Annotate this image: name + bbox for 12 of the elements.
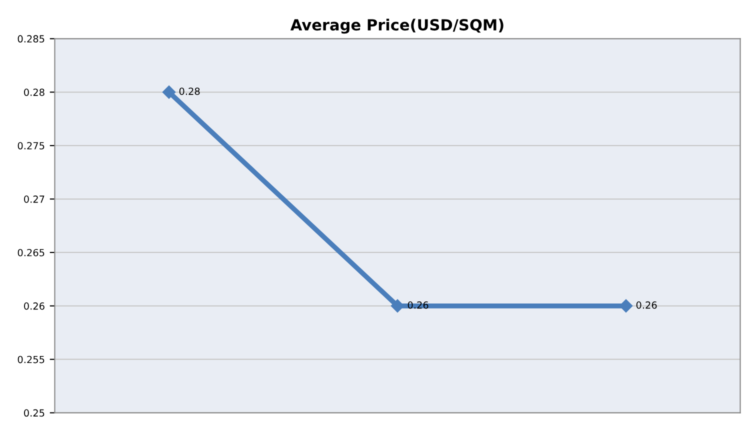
y-tick-label: 0.275 bbox=[18, 142, 44, 150]
y-tick-label: 0.26 bbox=[24, 302, 44, 310]
y-tick-label: 0.27 bbox=[24, 196, 44, 203]
y-tick-label: 0.255 bbox=[18, 356, 44, 364]
y-tick-label: 0.25 bbox=[24, 409, 44, 417]
y-tick-label: 0.285 bbox=[18, 35, 44, 43]
data-label: 0.26 bbox=[408, 301, 428, 309]
y-tick-label: 0.28 bbox=[24, 88, 44, 96]
data-label: 0.26 bbox=[636, 301, 657, 309]
data-label: 0.28 bbox=[179, 88, 200, 95]
y-tick-label: 0.265 bbox=[18, 248, 44, 256]
chart-title: Average Price(USD/SQM) bbox=[290, 18, 504, 34]
